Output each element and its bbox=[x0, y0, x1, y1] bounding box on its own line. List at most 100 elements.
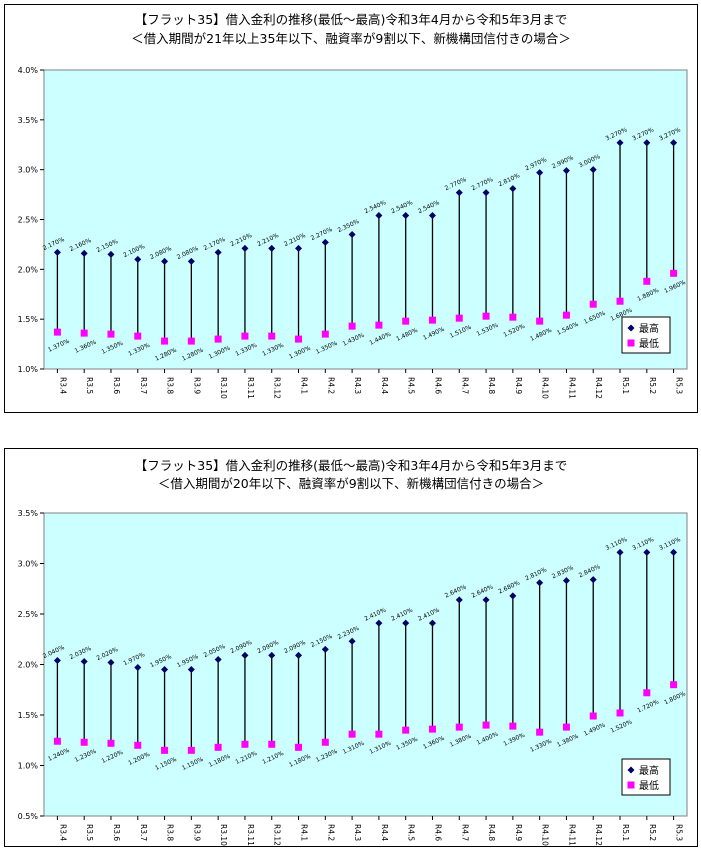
chart-2-high-point bbox=[589, 576, 597, 584]
chart-1-x-tick-label: R4.8 bbox=[487, 377, 496, 394]
chart-1-legend-box bbox=[621, 316, 671, 354]
chart-1-high-point bbox=[53, 248, 61, 256]
chart-2-x-tick-label: R3.11 bbox=[246, 824, 255, 846]
chart-2-high-point bbox=[53, 656, 61, 664]
chart-1-low-point bbox=[295, 335, 303, 343]
chart-1-x-tick-label: R4.12 bbox=[594, 377, 603, 399]
chart-2-low-point bbox=[375, 730, 383, 738]
chart-1-x-tick-label: R5.2 bbox=[648, 377, 657, 394]
chart-1-y-tick-label: 2.5% bbox=[18, 216, 39, 225]
chart-1-low-point bbox=[375, 321, 383, 329]
chart-2-plot-area bbox=[43, 512, 688, 817]
chart-1-y-tick-label: 3.5% bbox=[18, 116, 39, 125]
chart-1-x-tick-label: R4.9 bbox=[514, 377, 523, 394]
chart-1-low-point bbox=[643, 277, 651, 285]
chart-1-high-point bbox=[321, 238, 329, 246]
chart-1-low-point bbox=[670, 269, 678, 277]
chart-1-x-tick-label: R4.11 bbox=[567, 377, 576, 399]
chart-2-low-point bbox=[295, 743, 303, 751]
chart-2-high-point bbox=[134, 664, 142, 672]
chart-1-low-point bbox=[241, 332, 249, 340]
chart-1-low-point bbox=[53, 328, 61, 336]
chart-2-low-point bbox=[670, 681, 678, 689]
chart-1-legend-high-marker bbox=[627, 324, 635, 332]
chart-1-high-point bbox=[643, 139, 651, 147]
chart-2-x-tick-label: R3.9 bbox=[192, 824, 201, 841]
chart-1-x-tick-label: R3.7 bbox=[139, 377, 148, 394]
chart-1-x-tick-label: R5.3 bbox=[675, 377, 684, 394]
chart-1-high-point bbox=[375, 212, 383, 220]
chart-1-low-point bbox=[482, 312, 490, 320]
chart-2-x-tick-label: R4.1 bbox=[300, 824, 309, 841]
chart-1-high-point bbox=[295, 244, 303, 252]
chart-2-y-tick-label: 1.5% bbox=[18, 711, 39, 720]
chart-2-low-point bbox=[536, 728, 544, 736]
chart-1-legend-low-marker bbox=[627, 339, 635, 347]
chart-1-high-point bbox=[214, 248, 222, 256]
chart-2-low-point bbox=[80, 738, 88, 746]
chart-1-low-point bbox=[187, 337, 195, 345]
chart-1-low-point bbox=[321, 330, 329, 338]
chart-1-title: 【フラット35】借入金利の推移(最低～最高)令和3年4月から令和5年3月まで bbox=[134, 12, 568, 27]
chart-2-low-point bbox=[348, 730, 356, 738]
chart-2-low-point bbox=[53, 737, 61, 745]
chart-2-x-tick-label: R3.7 bbox=[139, 824, 148, 841]
chart-1-x-tick-label: R4.7 bbox=[460, 377, 469, 394]
chart-1-legend-low-label: 最低 bbox=[639, 337, 659, 350]
chart-1-y-tick-label: 2.0% bbox=[18, 265, 39, 274]
chart-1-plot-area bbox=[43, 69, 688, 370]
chart-1-x-tick-label: R3.8 bbox=[166, 377, 175, 394]
chart-2-high-point bbox=[321, 645, 329, 653]
chart-2-x-tick-label: R3.5 bbox=[85, 824, 94, 841]
chart-2-high-point bbox=[428, 619, 436, 627]
chart-2-low-point bbox=[402, 726, 410, 734]
chart-2-high-point bbox=[295, 651, 303, 659]
chart-1-high-point bbox=[402, 212, 410, 220]
chart-1-low-point bbox=[589, 300, 597, 308]
chart-1-high-point bbox=[107, 250, 115, 258]
chart-2-low-point bbox=[562, 723, 570, 731]
chart-panel-2: 【フラット35】借入金利の推移(最低～最高)令和3年4月から令和5年3月まで ＜… bbox=[4, 448, 698, 847]
chart-2-high-point bbox=[536, 579, 544, 587]
chart-1-low-point bbox=[161, 337, 169, 345]
chart-1-x-tick-label: R4.2 bbox=[326, 377, 335, 394]
chart-2-high-point bbox=[670, 548, 678, 556]
chart-2-x-tick-label: R4.11 bbox=[567, 824, 576, 846]
chart-1-x-tick-label: R4.4 bbox=[380, 377, 389, 394]
chart-1-high-point bbox=[187, 257, 195, 265]
chart-1-low-point bbox=[562, 311, 570, 319]
chart-2-low-point bbox=[214, 743, 222, 751]
chart-2-x-tick-label: R5.2 bbox=[648, 824, 657, 841]
chart-2-low-point bbox=[268, 740, 276, 748]
chart-2-high-point bbox=[455, 596, 463, 604]
chart-2-svg: 0.5% 1.0% 1.5% 2.0% 2.5% 3.0% 3.5% R3.4 R3.5 R3.6… bbox=[18, 509, 688, 846]
chart-2-y-tick-label: 1.0% bbox=[18, 762, 39, 771]
chart-1-low-point bbox=[348, 322, 356, 330]
chart-2-low-point bbox=[589, 712, 597, 720]
chart-2-legend-low-marker bbox=[627, 781, 635, 789]
chart-2-high-point bbox=[187, 666, 195, 674]
chart-1-low-point bbox=[455, 314, 463, 322]
chart-2-x-tick-label: R4.8 bbox=[487, 824, 496, 841]
chart-1-high-point bbox=[670, 139, 678, 147]
chart-1-low-point bbox=[428, 316, 436, 324]
chart-2-high-point bbox=[268, 651, 276, 659]
chart-2-y-tick-label: 3.5% bbox=[18, 509, 39, 518]
chart-1-high-point bbox=[134, 255, 142, 263]
chart-1-x-tick-label: R3.6 bbox=[112, 377, 121, 394]
chart-1-y-tick-label: 1.5% bbox=[18, 315, 39, 324]
chart-2-x-tick-label: R3.6 bbox=[112, 824, 121, 841]
chart-2-y-tick-label: 0.5% bbox=[18, 812, 39, 821]
chart-1-high-point bbox=[509, 185, 517, 193]
chart-2-low-point bbox=[321, 738, 329, 746]
chart-2-low-point bbox=[455, 723, 463, 731]
chart-1-low-point bbox=[107, 330, 115, 338]
chart-1-legend-high-label: 最高 bbox=[639, 322, 659, 335]
chart-2-legend-box bbox=[621, 758, 671, 796]
chart-1-high-point bbox=[80, 249, 88, 257]
chart-2-high-point bbox=[509, 592, 517, 600]
chart-1-x-tick-label: R4.10 bbox=[541, 377, 550, 399]
chart-2-low-point bbox=[161, 746, 169, 754]
chart-1-high-point bbox=[161, 257, 169, 265]
